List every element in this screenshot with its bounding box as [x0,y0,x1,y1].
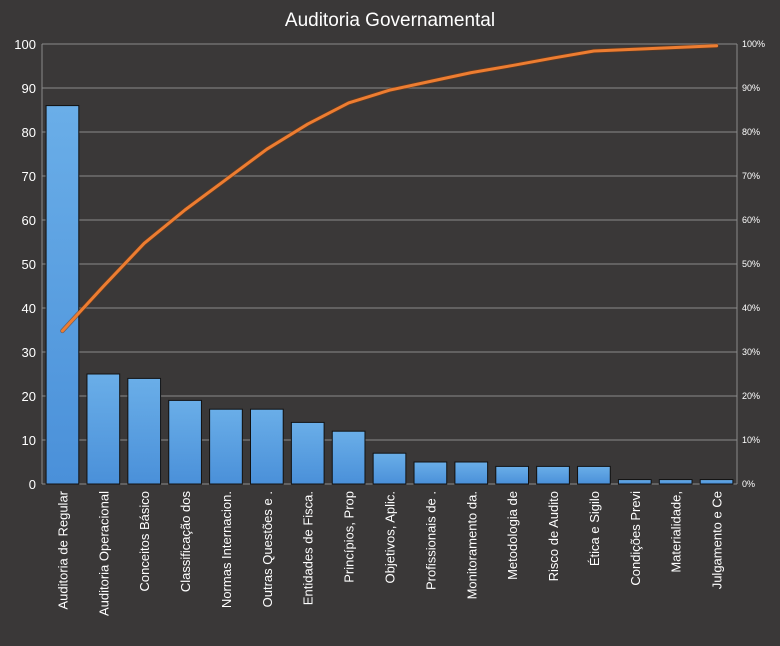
y-right-tick-label: 70% [742,171,760,181]
bar [86,373,121,485]
cumulative-line-shadow [60,43,719,334]
y-left-tick-label: 20 [22,389,36,404]
x-tick-label: Normas Internacion. [219,491,234,608]
bar [413,461,448,485]
x-tick-label: Classificação dos [178,491,193,593]
bar [699,479,734,485]
y-left-tick-label: 10 [22,433,36,448]
bar [617,479,652,485]
y-right-tick-label: 0% [742,479,755,489]
bar [372,452,407,485]
bar [45,105,80,485]
bar [536,465,570,485]
x-tick-label: Metodologia de [505,491,520,580]
bar [168,399,202,485]
x-tick-label: Entidades de Fisca. [301,491,316,605]
x-tick-label: Condições Previ [628,491,643,586]
bar [127,377,162,485]
chart-title: Auditoria Governamental [285,10,495,31]
x-tick-label: Outras Questões e . [260,491,275,607]
x-tick-label: Ética e Sigilo [587,491,602,566]
y-left-tick-label: 40 [22,301,36,316]
y-right-tick-label: 100% [742,39,765,49]
y-left-tick-label: 50 [22,257,36,272]
x-tick-label: Conceitos Básico [137,491,152,591]
y-left-tick-label: 30 [22,345,36,360]
y-left-tick-label: 60 [22,213,36,228]
x-tick-label: Monitoramento da. [464,491,479,599]
y-left-tick-label: 90 [22,81,36,96]
cumulative-line [60,44,719,333]
x-tick-label: Auditoria Operacional [96,491,111,616]
x-tick-label: Profissionais de . [423,491,438,590]
bar [250,408,284,485]
bar [454,461,489,485]
y-right-tick-label: 20% [742,391,760,401]
x-tick-label: Risco de Audito [546,491,561,581]
bar [577,465,611,485]
y-left-tick-label: 100 [14,37,36,52]
y-left-tick-label: 0 [29,477,36,492]
y-right-tick-label: 60% [742,215,760,225]
y-right-tick-label: 80% [742,127,760,137]
y-left-tick-label: 80 [22,125,36,140]
bar [209,408,243,485]
bar [290,421,325,485]
y-right-tick-label: 30% [742,347,760,357]
bar [658,479,693,485]
x-tick-label: Materialidade, [669,491,684,573]
y-left-tick-label: 70 [22,169,36,184]
x-tick-label: Julgamento e Ce [710,491,725,589]
x-tick-label: Princípios, Prop [342,491,357,583]
bar [331,430,366,485]
y-right-tick-label: 10% [742,435,760,445]
y-right-tick-label: 40% [742,303,760,313]
bar [495,465,530,485]
y-right-tick-label: 90% [742,83,760,93]
x-tick-label: Auditoria de Regular [55,490,70,609]
y-right-tick-label: 50% [742,259,760,269]
x-tick-label: Objetivos, Aplic. [383,491,398,584]
